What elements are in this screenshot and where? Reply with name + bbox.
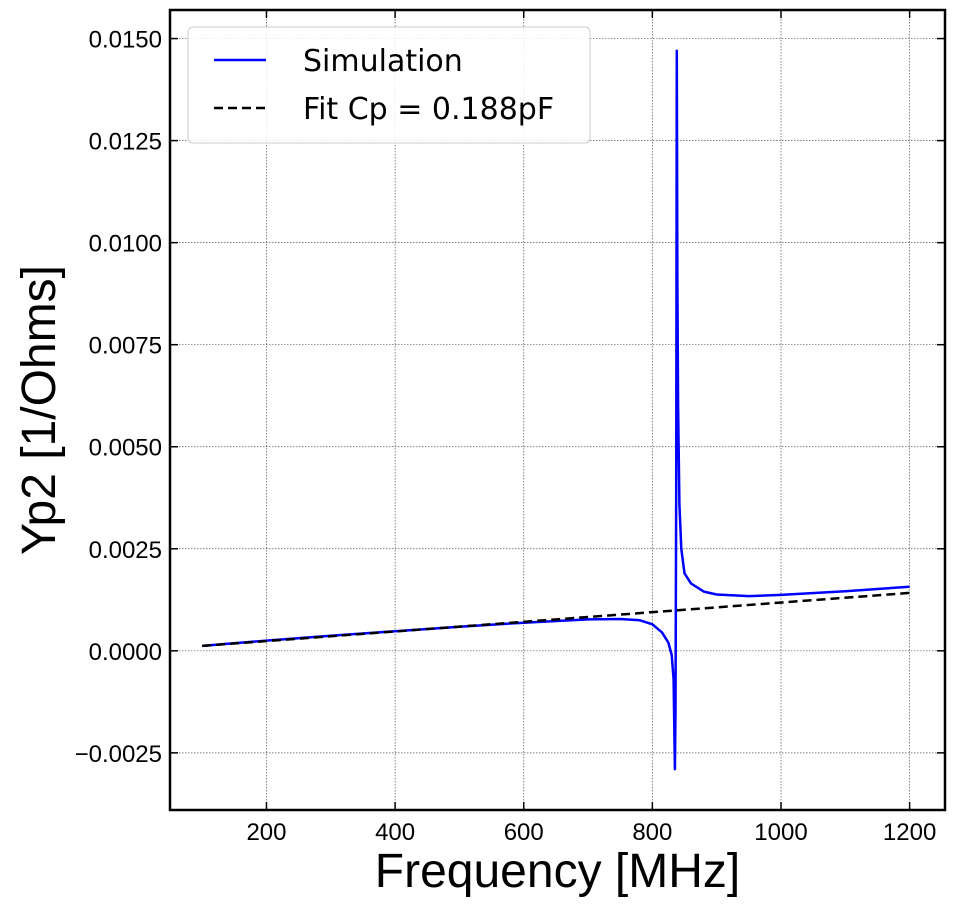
axis-ticks: 200 400 600 800 1000 1200 −0.0025 0.0000 0.0025 0… — [75, 10, 945, 846]
plot-frame — [168, 8, 947, 812]
y-tick-label: 0.0150 — [89, 27, 162, 54]
legend-label-fit: Fit Cp = 0.188pF — [303, 92, 554, 127]
simulation-line — [202, 49, 910, 771]
y-tick-label: 0.0000 — [89, 639, 162, 666]
y-tick-label: 0.0125 — [89, 129, 162, 156]
x-tick-label: 200 — [246, 819, 286, 846]
x-tick-label: 800 — [632, 819, 672, 846]
x-tick-label: 600 — [504, 819, 544, 846]
x-tick-label: 1000 — [754, 819, 807, 846]
y-tick-label: 0.0100 — [89, 231, 162, 258]
x-tick-label: 1200 — [883, 819, 936, 846]
y-tick-label: −0.0025 — [75, 741, 162, 768]
y-tick-label: 0.0050 — [89, 435, 162, 462]
plot-series — [202, 49, 910, 771]
fit-line — [202, 591, 910, 648]
y-tick-label: 0.0075 — [89, 333, 162, 360]
y-axis-label: Yp2 [1/Ohms] — [13, 265, 66, 555]
legend-label-simulation: Simulation — [303, 44, 463, 79]
y-tick-label: 0.0025 — [89, 537, 162, 564]
legend-box — [187, 26, 591, 144]
x-tick-label: 400 — [375, 819, 415, 846]
x-axis-label: Frequency [MHz] — [375, 845, 740, 898]
legend: Simulation Fit Cp = 0.188pF — [187, 26, 591, 144]
